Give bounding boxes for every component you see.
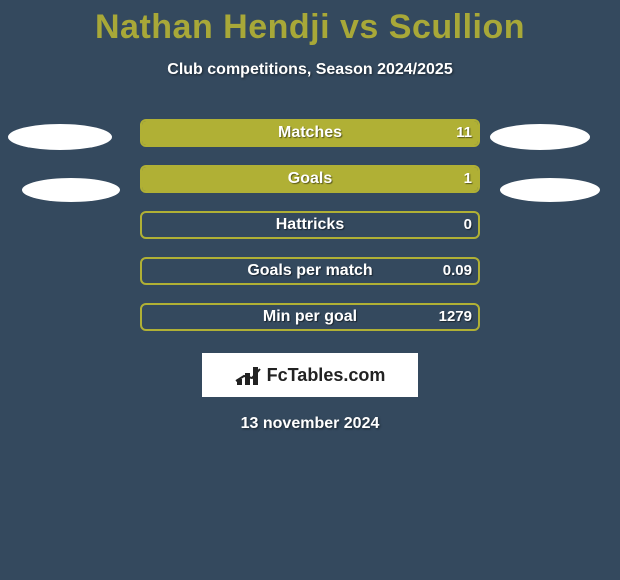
bar-track	[140, 303, 480, 331]
brand-text: FcTables.com	[267, 365, 386, 386]
subtitle: Club competitions, Season 2024/2025	[0, 61, 620, 79]
date-text: 13 november 2024	[0, 415, 620, 433]
bar-fill	[142, 121, 478, 145]
bar-track	[140, 165, 480, 193]
bar-fill	[142, 167, 478, 191]
bar-chart-icon	[235, 365, 261, 385]
stat-row: Goals1	[0, 165, 620, 193]
stats-rows: Matches11 Goals1 Hattricks0 Goals per match…	[0, 119, 620, 331]
stat-row: Hattricks0	[0, 211, 620, 239]
bar-track	[140, 257, 480, 285]
stat-row: Goals per match0.09	[0, 257, 620, 285]
stat-row: Matches11	[0, 119, 620, 147]
bar-track	[140, 211, 480, 239]
stat-row: Min per goal1279	[0, 303, 620, 331]
brand-badge: FcTables.com	[202, 353, 418, 397]
page-title: Nathan Hendji vs Scullion	[0, 0, 620, 47]
bar-track	[140, 119, 480, 147]
